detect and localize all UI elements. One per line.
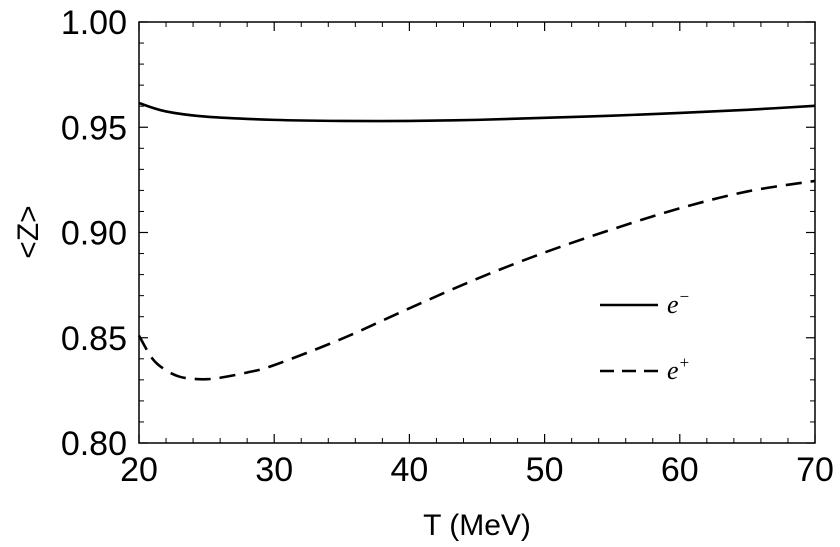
y-tick-label: 0.85 [61, 320, 127, 358]
tick-labels: 20 30 40 50 60 70 0.80 0.85 0.90 0.95 1.00 [61, 4, 834, 489]
y-axis-title: <Z> [12, 205, 45, 258]
y-tick-label: 0.80 [61, 425, 127, 463]
x-tick-label: 60 [661, 451, 699, 489]
x-axis-title: T (MeV) [423, 509, 531, 542]
series-line-e-plus [137, 179, 816, 381]
x-tick-label: 30 [255, 451, 293, 489]
legend-label-e-minus: e− [667, 287, 690, 319]
x-tick-label: 20 [120, 451, 158, 489]
legend-label-e-plus: e+ [667, 353, 690, 385]
series-layer [137, 101, 816, 381]
x-tick-label: 50 [526, 451, 564, 489]
series-line-e-minus [138, 101, 816, 123]
x-tick-label: 40 [390, 451, 428, 489]
y-tick-label: 0.95 [61, 109, 127, 147]
plot-frame [138, 21, 816, 444]
y-tick-label: 1.00 [61, 4, 127, 42]
y-tick-label: 0.90 [61, 215, 127, 253]
ticks [138, 21, 816, 444]
x-tick-label: 70 [796, 451, 834, 489]
legend: e− e+ [600, 287, 690, 385]
